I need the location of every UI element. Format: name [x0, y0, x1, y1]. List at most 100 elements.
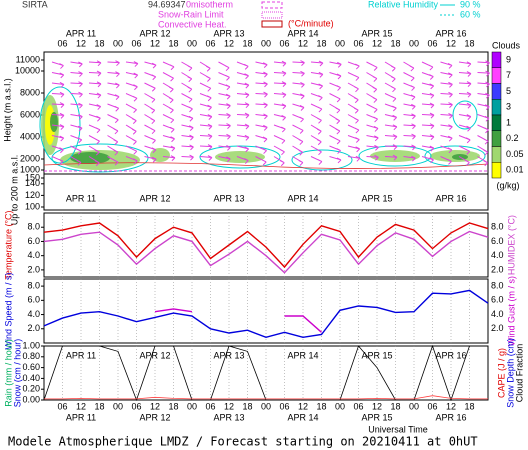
hour-label: 06	[427, 401, 437, 411]
wind-arrow	[329, 114, 341, 125]
wind-arrow	[477, 124, 489, 134]
wind-arrow	[347, 114, 359, 124]
wind-arrow	[477, 114, 490, 122]
wind-arrow	[51, 156, 64, 165]
y2-tick-label: 8.0	[491, 222, 504, 232]
humidity-contour	[39, 86, 81, 164]
wind-arrow	[181, 124, 194, 131]
wind-arrow	[477, 145, 489, 156]
wind-arrow	[181, 144, 194, 151]
wind-arrow	[403, 82, 415, 91]
y-tick-label: 4000	[20, 131, 40, 141]
wind-arrow	[144, 124, 156, 135]
wind-arrow	[458, 71, 472, 77]
wind-arrow	[384, 103, 397, 112]
y-tick-label: 0.00	[22, 394, 40, 404]
wind-arrow	[70, 124, 83, 132]
wind-arrow	[236, 112, 250, 119]
wind-arrow	[125, 82, 138, 91]
wind-arrow	[403, 123, 416, 130]
wind-arrow	[51, 61, 64, 69]
wind-arrow	[477, 135, 489, 145]
day-label: APR 15	[361, 28, 392, 38]
humidity-level: 90 %	[460, 0, 481, 9]
day-label: APR 12	[139, 350, 170, 360]
hour-label: 18	[390, 401, 400, 411]
day-label: APR 13	[213, 193, 244, 203]
wind-arrow	[218, 61, 230, 72]
wind-arrow	[162, 93, 174, 104]
wind-arrow	[70, 114, 83, 120]
wind-arrow	[329, 156, 342, 164]
wind-arrow	[273, 135, 286, 144]
y2-tick-label: 6.0	[491, 295, 504, 305]
wind-arrow	[329, 145, 341, 154]
wind-arrow	[199, 144, 213, 150]
wind-arrow	[310, 71, 324, 78]
wind-arrow	[199, 93, 212, 102]
wind-arrow	[144, 103, 156, 114]
wind-arrow	[440, 156, 452, 165]
wind-arrow	[218, 93, 231, 100]
hour-label: 18	[94, 38, 104, 48]
hour-label: 18	[464, 38, 474, 48]
y-tick-label: 10000	[15, 65, 40, 75]
wind-arrow	[273, 103, 287, 110]
day-label: APR 14	[287, 412, 318, 422]
wind-arrow	[199, 72, 211, 82]
hour-label: 06	[279, 401, 289, 411]
hour-label: 06	[131, 38, 141, 48]
humidity-contour	[291, 149, 353, 171]
y-tick-label: 1000	[20, 164, 40, 174]
wind-arrow	[384, 61, 396, 72]
wind-arrow	[366, 154, 379, 161]
height-panel	[43, 51, 489, 211]
wind-arrow	[255, 135, 268, 143]
hour-label: 12	[76, 401, 86, 411]
wind-arrow	[218, 133, 231, 140]
wind-arrow	[366, 61, 378, 71]
colorbar-box	[491, 51, 502, 68]
colorbar-label: 0.05	[506, 149, 524, 159]
wind-arrow	[273, 145, 285, 156]
wind-arrow	[70, 61, 83, 68]
wind-arrow	[51, 145, 64, 154]
wind-arrow	[162, 82, 174, 93]
hour-label: 12	[298, 38, 308, 48]
cloud-shading	[215, 151, 265, 163]
wind-arrow	[181, 72, 193, 83]
wind-arrow	[255, 145, 267, 154]
wind-arrow	[88, 145, 100, 156]
hour-label: 12	[372, 38, 382, 48]
station: SIRTA	[22, 0, 48, 9]
isotherm-label: 0misotherm	[186, 0, 233, 9]
wind-arrow	[70, 156, 82, 166]
y2-tick-label: 2.0	[491, 264, 504, 274]
wind-arrow	[255, 124, 268, 131]
wind-arrow	[181, 93, 193, 103]
y-tick-label: 6000	[20, 109, 40, 119]
wind-arrow	[366, 82, 378, 93]
wind-arrow	[88, 81, 102, 88]
wind-arrow	[329, 135, 341, 145]
wind-arrow	[347, 61, 360, 70]
wind-arrow	[107, 82, 120, 89]
wind-arrow	[440, 72, 453, 79]
wind-arrow	[384, 72, 396, 83]
wind-arrow	[292, 103, 305, 111]
wind-arrow	[440, 112, 453, 119]
day-label: APR 11	[66, 350, 96, 360]
wind-arrow	[144, 72, 157, 81]
hour-label: 00	[187, 401, 197, 411]
hour-label: 12	[446, 401, 456, 411]
wind-arrow	[421, 123, 435, 130]
colorbar-label: 5	[506, 86, 511, 96]
colorbar-box	[491, 67, 502, 84]
wind-arrow	[329, 103, 341, 114]
wind-arrow	[273, 60, 287, 67]
y2-tick-label: 4.0	[491, 250, 504, 260]
hour-label: 00	[409, 38, 419, 48]
wind-arrow	[181, 134, 194, 141]
wind-arrow	[70, 135, 83, 144]
wind-arrow	[477, 103, 490, 111]
